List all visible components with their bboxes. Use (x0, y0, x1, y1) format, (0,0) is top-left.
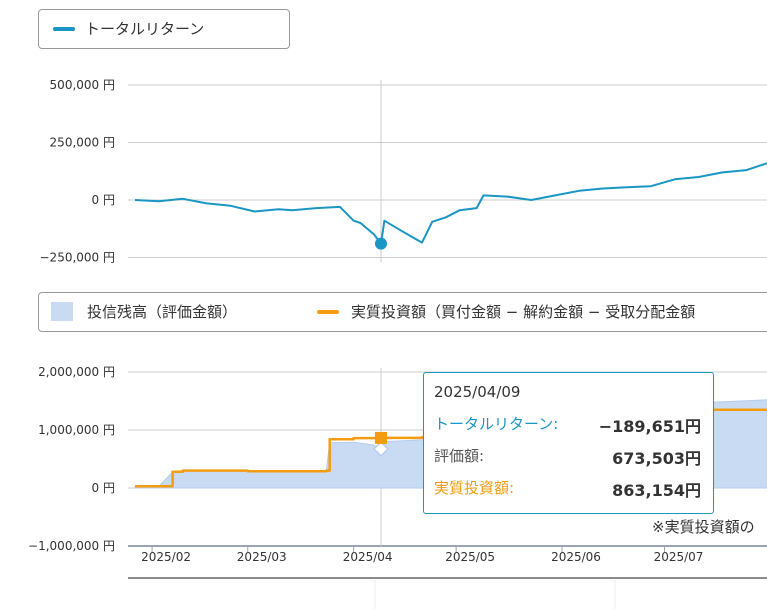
top-legend[interactable]: トータルリターン (38, 9, 290, 49)
x-tick-label: 2025/05 (445, 550, 495, 564)
tooltip-valuation-value: 673,503円 (612, 449, 701, 468)
top-y-tick-label: −250,000 円 (40, 251, 116, 265)
x-tick-label: 2025/04 (343, 550, 393, 564)
data-tooltip: 2025/04/09 トータルリターン: −189,651円 評価額: 673,… (423, 372, 714, 514)
x-tick-label: 2025/07 (654, 550, 704, 564)
tooltip-investment-value: 863,154円 (612, 481, 701, 500)
total-return-legend-swatch (53, 27, 75, 31)
bottom-y-tick-label: 1,000,000 円 (38, 423, 115, 437)
investment-legend-label: 実質投資額（買付金額 − 解約金額 − 受取分配金額 (351, 303, 696, 321)
tooltip-total-return-label: トータルリターン: (434, 415, 559, 433)
top-y-tick-label: 250,000 円 (50, 136, 115, 150)
investment-legend-swatch (317, 310, 339, 314)
tooltip-investment-label: 実質投資額: (434, 479, 515, 497)
x-tick-label: 2025/02 (141, 550, 191, 564)
top-y-tick-label: 0 円 (92, 193, 115, 207)
valuation-hover-marker (372, 440, 390, 457)
x-tick-label: 2025/06 (551, 550, 601, 564)
x-tick-label: 2025/03 (237, 550, 287, 564)
top-y-tick-label: 500,000 円 (50, 78, 115, 92)
total-return-line (134, 162, 767, 245)
bottom-y-tick-label: 2,000,000 円 (38, 365, 115, 379)
total-return-hover-marker (374, 237, 387, 250)
investment-footnote: ※実質投資額の (652, 518, 755, 536)
tooltip-total-return-value: −189,651円 (598, 417, 701, 436)
tooltip-date: 2025/04/09 (434, 383, 521, 401)
tooltip-valuation-label: 評価額: (434, 447, 485, 465)
total-return-legend-label: トータルリターン (85, 20, 205, 38)
bottom-legend[interactable]: 投信残高（評価金額） 実質投資額（買付金額 − 解約金額 − 受取分配金額 (38, 292, 767, 332)
investment-hover-marker (374, 431, 387, 444)
valuation-legend-label: 投信残高（評価金額） (87, 303, 238, 321)
bottom-y-tick-label: 0 円 (92, 481, 115, 495)
valuation-legend-swatch (51, 302, 73, 321)
bottom-y-tick-label: −1,000,000 円 (28, 539, 115, 553)
